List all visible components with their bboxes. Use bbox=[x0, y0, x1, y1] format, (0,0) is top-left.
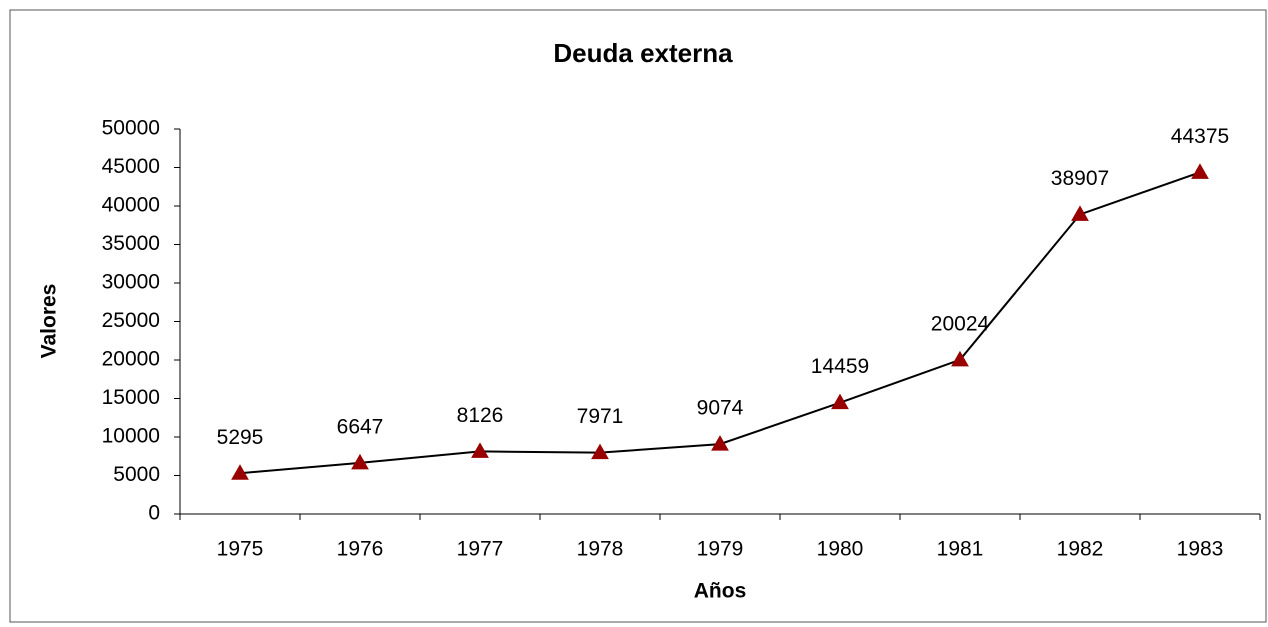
marker bbox=[471, 442, 489, 458]
x-tick-label: 1981 bbox=[937, 538, 984, 561]
x-tick-label: 1983 bbox=[1177, 538, 1224, 561]
data-label: 9074 bbox=[697, 397, 744, 420]
x-axis-title: Años bbox=[694, 580, 747, 603]
marker bbox=[1191, 163, 1209, 179]
x-tick-label: 1979 bbox=[697, 538, 744, 561]
y-tick-label: 45000 bbox=[102, 155, 160, 178]
x-tick-label: 1978 bbox=[577, 538, 624, 561]
y-tick-label: 50000 bbox=[102, 117, 160, 140]
y-tick-label: 0 bbox=[148, 502, 160, 525]
x-tick-label: 1982 bbox=[1057, 538, 1104, 561]
data-label: 5295 bbox=[217, 426, 264, 449]
y-tick-label: 15000 bbox=[102, 386, 160, 409]
y-tick-label: 10000 bbox=[102, 425, 160, 448]
y-tick-label: 5000 bbox=[113, 463, 160, 486]
data-label: 38907 bbox=[1051, 167, 1109, 190]
y-tick-label: 40000 bbox=[102, 194, 160, 217]
data-label: 20024 bbox=[931, 312, 990, 335]
y-axis-title: Valores bbox=[38, 284, 61, 359]
marker bbox=[831, 393, 849, 410]
chart-frame bbox=[9, 9, 1267, 623]
marker bbox=[591, 443, 609, 460]
x-tick-label: 1976 bbox=[337, 538, 384, 561]
marker bbox=[231, 464, 249, 480]
marker bbox=[951, 350, 969, 367]
y-tick-label: 35000 bbox=[102, 232, 160, 255]
data-label: 6647 bbox=[337, 415, 384, 438]
data-label: 8126 bbox=[457, 404, 504, 427]
marker bbox=[351, 453, 369, 470]
marker bbox=[711, 435, 729, 451]
y-tick-label: 30000 bbox=[102, 271, 160, 294]
x-tick-label: 1977 bbox=[457, 538, 504, 561]
x-tick-label: 1975 bbox=[217, 538, 264, 561]
marker bbox=[1071, 205, 1089, 221]
data-label: 14459 bbox=[811, 355, 869, 378]
y-tick-label: 20000 bbox=[102, 348, 160, 371]
data-label: 7971 bbox=[577, 405, 624, 428]
y-tick-label: 25000 bbox=[102, 309, 160, 332]
x-tick-label: 1980 bbox=[817, 538, 864, 561]
data-label: 44375 bbox=[1171, 125, 1229, 148]
chart-title: Deuda externa bbox=[553, 38, 733, 68]
